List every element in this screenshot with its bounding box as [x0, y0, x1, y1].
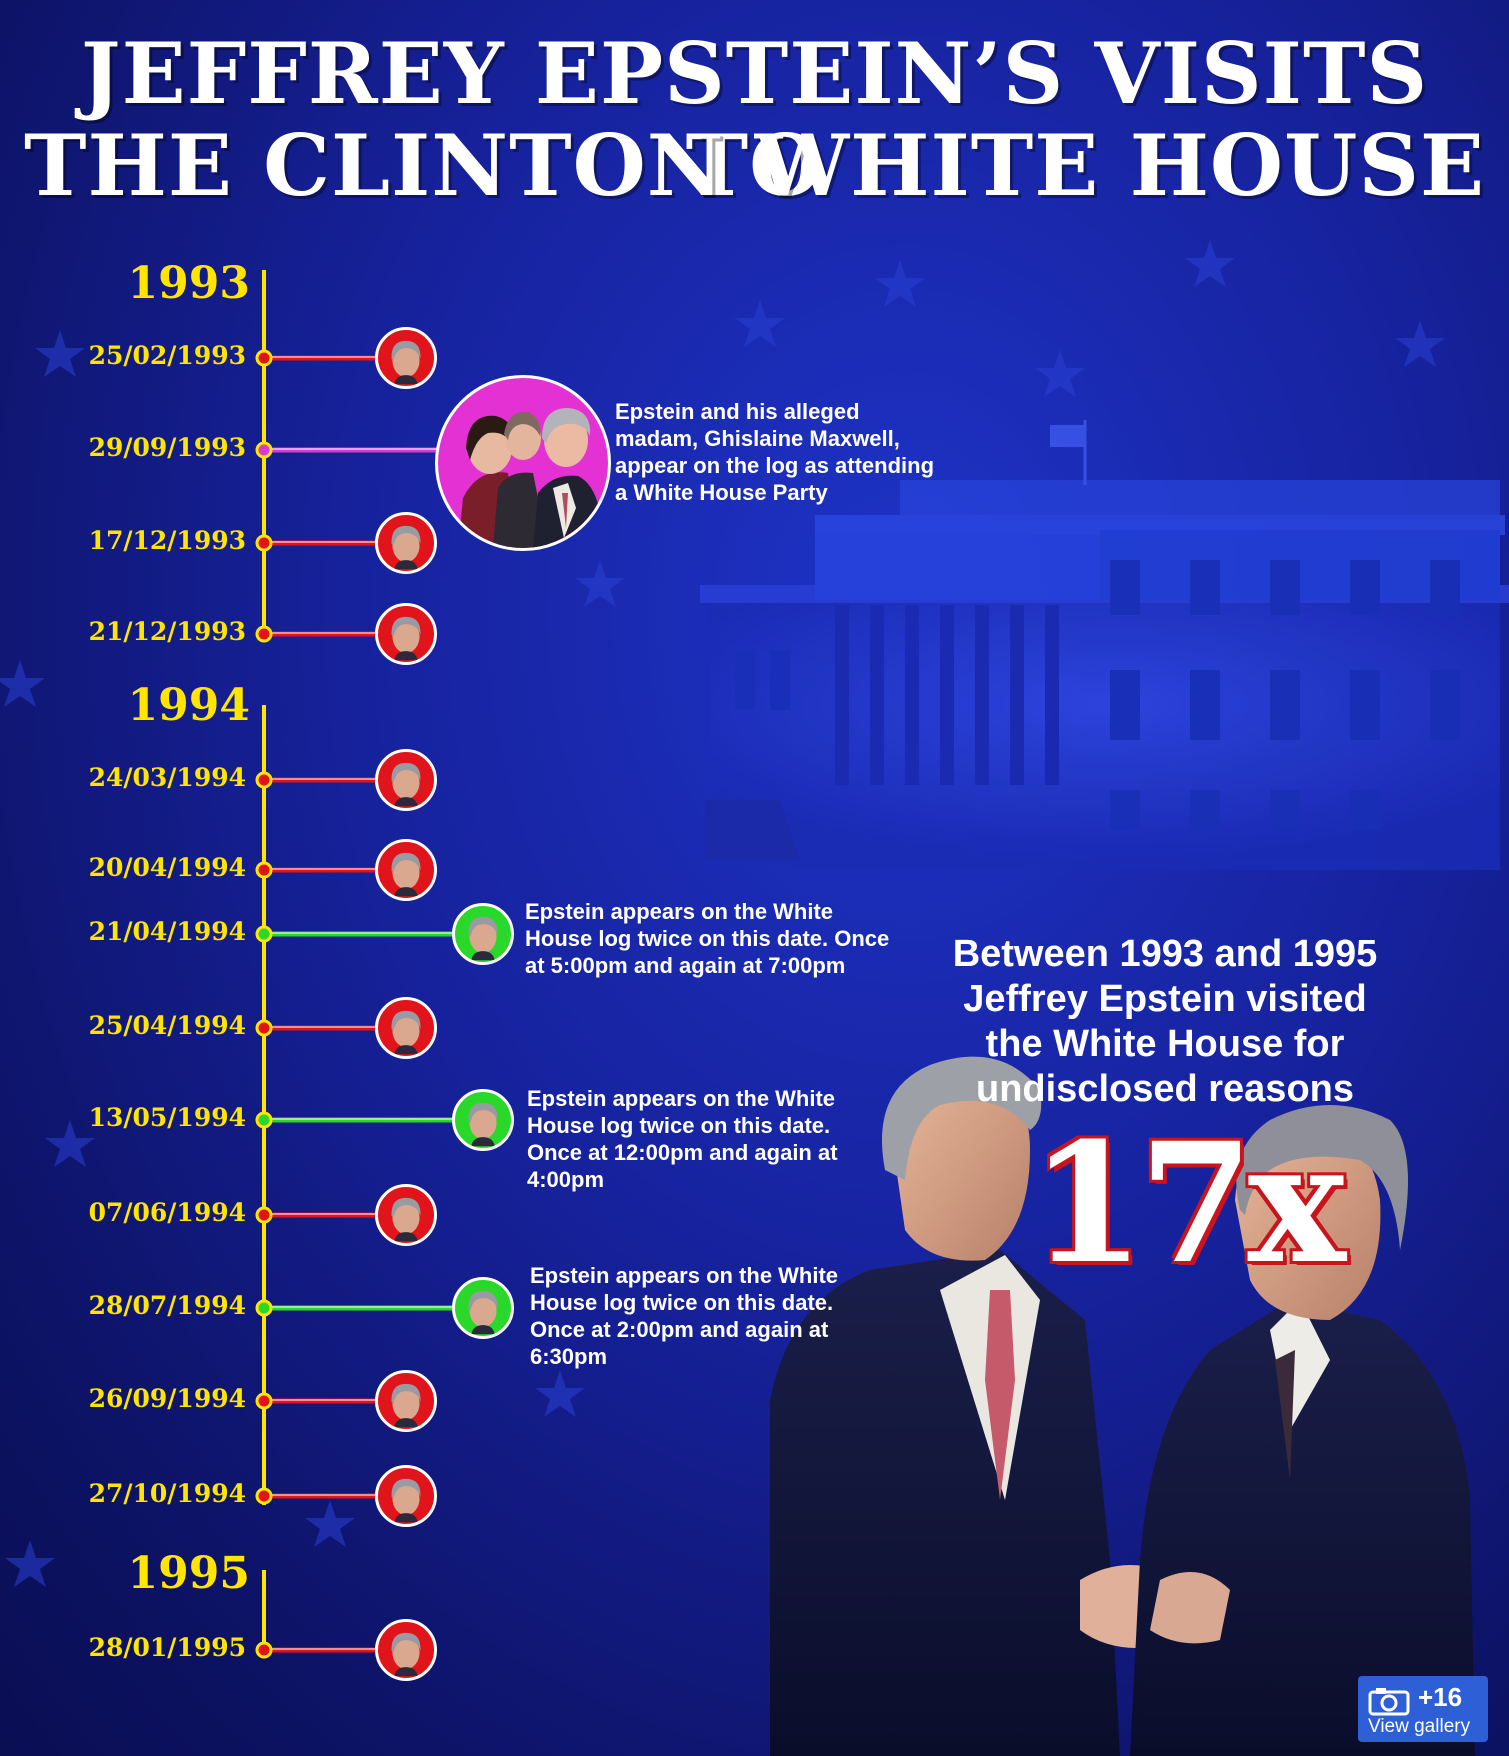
visit-date: 28/07/1994	[88, 1291, 246, 1320]
timeline-node	[255, 534, 273, 552]
timeline-node	[255, 1019, 273, 1037]
visit-date: 21/12/1993	[88, 617, 246, 646]
epstein-face-icon	[375, 839, 437, 901]
visit-connector	[255, 925, 455, 943]
visit-connector	[255, 1111, 455, 1129]
visit-date: 27/10/1994	[88, 1479, 246, 1508]
white-house-illustration	[700, 420, 1509, 870]
twice-note-jul-28: Epstein appears on the White House log t…	[530, 1263, 839, 1369]
visit-connector	[255, 861, 378, 879]
twice-note-may-13: Epstein appears on the White House log t…	[527, 1086, 838, 1192]
epstein-face-icon	[375, 997, 437, 1059]
visit-connector	[255, 1019, 378, 1037]
timeline-node	[255, 925, 273, 943]
year-label-1995: 1995	[127, 1548, 250, 1599]
visit-count: 17x	[1030, 1106, 1346, 1300]
visit-connector	[255, 1641, 378, 1659]
camera-icon	[1368, 1686, 1410, 1721]
clinton-photo	[770, 1056, 1185, 1756]
visit-connector	[255, 534, 378, 552]
timeline-node	[255, 1641, 273, 1659]
timeline-node	[255, 861, 273, 879]
view-gallery-button[interactable]: +16 View gallery	[1358, 1676, 1488, 1742]
summary-text: Between 1993 and 1995 Jeffrey Epstein vi…	[952, 933, 1378, 1110]
timeline-node	[255, 1299, 273, 1317]
gallery-count: +16	[1418, 1682, 1463, 1712]
twice-note-apr-21: Epstein appears on the White House log t…	[525, 899, 890, 978]
year-label-1993: 1993	[127, 258, 250, 309]
timeline-node	[255, 441, 273, 459]
visit-connector	[255, 625, 378, 643]
headline-line-1: JEFFREY EPSTEIN’S VISITS TO	[80, 24, 1429, 215]
timeline-node	[255, 1392, 273, 1410]
year-label-1994: 1994	[127, 680, 250, 731]
epstein-face-icon-green	[452, 1089, 514, 1151]
visit-connector	[255, 441, 440, 459]
headline-line-2: THE CLINTON WHITE HOUSE	[23, 116, 1486, 215]
visit-date: 28/01/1995	[88, 1633, 246, 1662]
timeline-node	[255, 625, 273, 643]
epstein-face-icon	[375, 1619, 437, 1681]
epstein-face-icon	[375, 512, 437, 574]
visit-connector	[255, 1206, 378, 1224]
epstein-face-icon	[375, 749, 437, 811]
visit-date: 25/02/1993	[88, 341, 246, 370]
visit-connector	[255, 349, 378, 367]
epstein-face-icon-green	[452, 903, 514, 965]
timeline-node	[255, 1487, 273, 1505]
gallery-label: View gallery	[1368, 1716, 1471, 1737]
party-note: Epstein and his alleged madam, Ghislaine…	[615, 399, 935, 505]
visit-date: 17/12/1993	[88, 526, 246, 555]
visit-date: 07/06/1994	[88, 1198, 246, 1227]
party-photo	[435, 375, 611, 551]
visit-date: 25/04/1994	[88, 1011, 246, 1040]
epstein-face-icon-green	[452, 1277, 514, 1339]
epstein-face-icon	[375, 327, 437, 389]
visit-date: 20/04/1994	[88, 853, 246, 882]
epstein-photo	[1130, 1105, 1475, 1756]
timeline-node	[255, 1206, 273, 1224]
visit-date: 29/09/1993	[88, 433, 246, 462]
visit-date: 13/05/1994	[88, 1103, 246, 1132]
timeline-node	[255, 349, 273, 367]
timeline-node	[255, 1111, 273, 1129]
epstein-face-icon	[375, 1184, 437, 1246]
visit-date: 26/09/1994	[88, 1384, 246, 1413]
visit-connector	[255, 1392, 378, 1410]
epstein-face-icon	[375, 1465, 437, 1527]
visit-connector	[255, 771, 378, 789]
visit-date: 24/03/1994	[88, 763, 246, 792]
visit-connector	[255, 1299, 455, 1317]
visit-date: 21/04/1994	[88, 917, 246, 946]
timeline-node	[255, 771, 273, 789]
star-pattern	[0, 240, 1445, 1587]
epstein-face-icon	[375, 603, 437, 665]
epstein-face-icon	[375, 1370, 437, 1432]
visit-connector	[255, 1487, 378, 1505]
